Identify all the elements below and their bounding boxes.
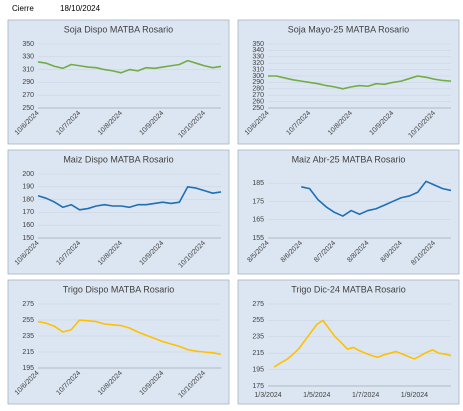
- y-tick-label: 235: [22, 333, 34, 340]
- y-tick-label: 270: [22, 92, 34, 99]
- y-tick-label: 330: [252, 54, 264, 61]
- y-tick-label: 215: [22, 349, 34, 356]
- x-tick-label: 1/5/2024: [303, 392, 330, 399]
- line-series: [268, 75, 452, 90]
- x-tick-label: 1/7/2024: [352, 392, 379, 399]
- x-tick-label: 1/3/2024: [254, 392, 281, 399]
- line-series: [37, 319, 222, 356]
- panel: [237, 19, 460, 145]
- y-tick-label: 255: [22, 317, 34, 324]
- y-tick-label: 330: [22, 54, 34, 61]
- y-tick-label: 310: [22, 66, 34, 73]
- y-tick-label: 175: [252, 198, 264, 205]
- chart-title: Soja Mayo-25 MATBA Rosario: [288, 24, 409, 34]
- y-tick-label: 200: [22, 171, 34, 178]
- y-tick-label: 290: [252, 79, 264, 86]
- y-tick-label: 260: [252, 98, 264, 105]
- header-label: Cierre: [12, 4, 34, 13]
- chart-title: Maiz Dispo MATBA Rosario: [63, 154, 173, 164]
- y-tick-label: 300: [252, 73, 264, 80]
- y-tick-label: 180: [22, 196, 34, 203]
- x-tick-label: 1/9/2024: [401, 392, 428, 399]
- y-tick-label: 170: [22, 209, 34, 216]
- panel: [7, 149, 230, 275]
- y-tick-label: 215: [252, 350, 264, 357]
- y-tick-label: 275: [252, 301, 264, 308]
- y-tick-label: 155: [252, 235, 264, 242]
- chart-title: Trigo Dispo MATBA Rosario: [63, 284, 175, 294]
- y-tick-label: 250: [252, 105, 264, 112]
- y-tick-label: 195: [252, 366, 264, 373]
- y-tick-label: 185: [252, 180, 264, 187]
- line-series: [301, 180, 452, 217]
- panel: [7, 279, 230, 405]
- y-tick-label: 150: [22, 235, 34, 242]
- y-tick-label: 195: [22, 365, 34, 372]
- y-tick-label: 280: [252, 86, 264, 93]
- y-tick-label: 190: [22, 184, 34, 191]
- chart-title: Trigo Dic-24 MATBA Rosario: [291, 284, 406, 294]
- y-tick-label: 275: [22, 301, 34, 308]
- y-tick-label: 270: [252, 92, 264, 99]
- y-tick-label: 165: [252, 217, 264, 224]
- y-tick-label: 320: [252, 60, 264, 67]
- y-tick-label: 175: [252, 383, 264, 390]
- panel: [237, 279, 460, 405]
- y-tick-label: 250: [22, 105, 34, 112]
- y-tick-label: 255: [252, 317, 264, 324]
- line-series: [37, 186, 222, 211]
- line-series: [273, 319, 452, 368]
- y-tick-label: 350: [22, 41, 34, 48]
- y-tick-label: 235: [252, 334, 264, 341]
- chart-title: Maiz Abr-25 MATBA Rosario: [292, 154, 406, 164]
- y-tick-label: 350: [252, 41, 264, 48]
- chart-title: Soja Dispo MATBA Rosario: [64, 24, 173, 34]
- y-tick-label: 160: [22, 222, 34, 229]
- y-tick-label: 310: [252, 66, 264, 73]
- y-tick-label: 340: [252, 47, 264, 54]
- y-tick-label: 290: [22, 79, 34, 86]
- line-series: [37, 59, 222, 74]
- panel: [7, 19, 230, 145]
- header-date: 18/10/2024: [60, 4, 101, 13]
